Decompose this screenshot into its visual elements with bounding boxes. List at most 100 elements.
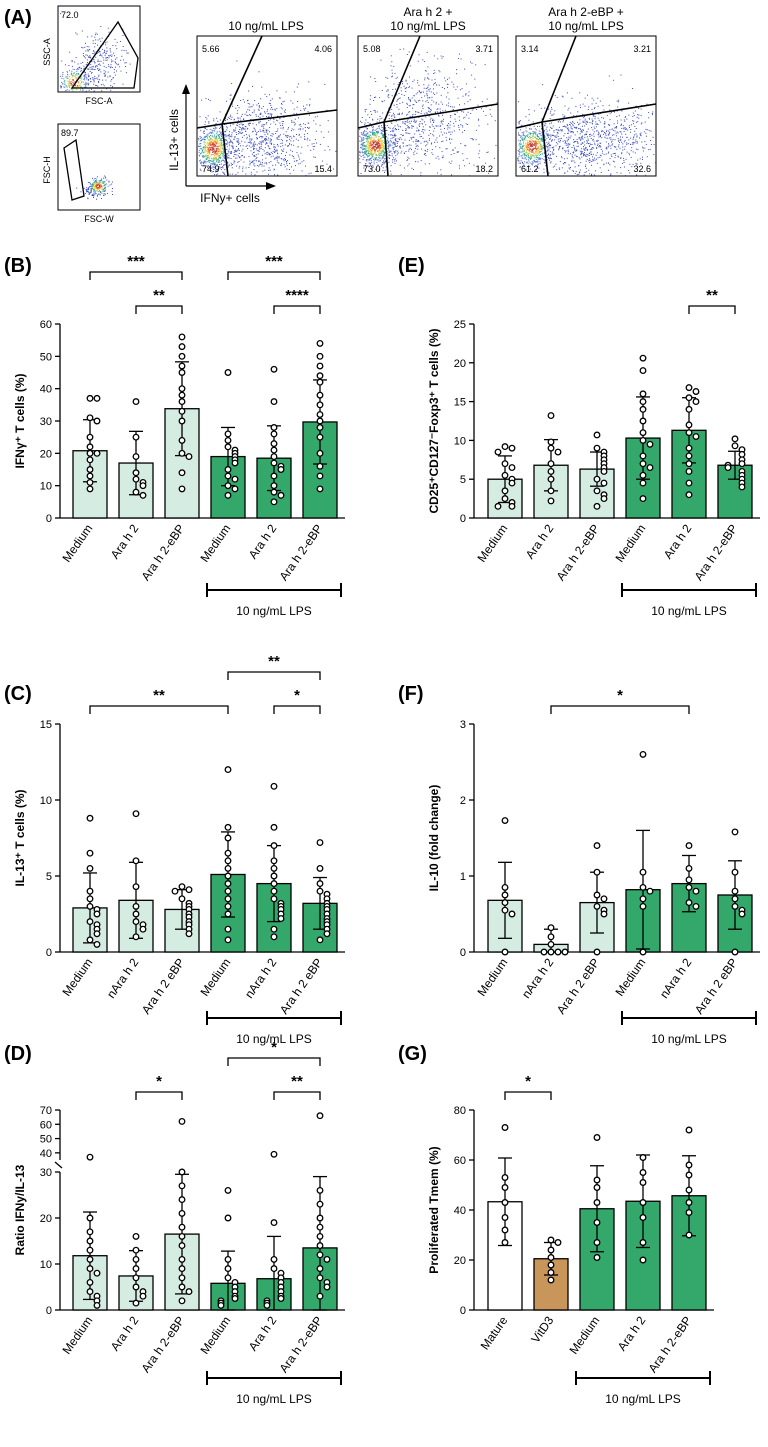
lps-label: 10 ng/mL LPS xyxy=(236,1032,312,1046)
data-point xyxy=(547,467,555,475)
data-point xyxy=(316,1251,324,1259)
data-point xyxy=(685,444,693,452)
gate2-ylabel: FSC-H xyxy=(42,156,52,184)
data-point xyxy=(685,1161,693,1169)
data-point xyxy=(639,417,647,425)
data-point xyxy=(685,899,693,907)
significance-bracket xyxy=(135,305,183,314)
data-point xyxy=(316,864,324,872)
data-point xyxy=(132,1255,140,1263)
data-point xyxy=(554,1239,562,1246)
data-point xyxy=(224,823,232,831)
data-point xyxy=(639,405,647,413)
data-point xyxy=(270,1150,278,1158)
ifny-axis-label: IFNy+ cells xyxy=(200,191,260,205)
data-point xyxy=(86,1214,94,1222)
panel-label-e: (E) xyxy=(398,255,425,277)
data-point xyxy=(277,491,285,499)
y-tick-label: 25 xyxy=(454,319,466,331)
data-point xyxy=(639,354,647,362)
data-point xyxy=(692,433,700,440)
y-axis-label: Proliferated Tmem (%) xyxy=(427,1146,441,1273)
data-point xyxy=(178,417,186,425)
data-point xyxy=(224,849,232,857)
category-label: Mature xyxy=(478,1313,511,1352)
data-point xyxy=(316,1242,324,1250)
category-label: nAra h 2 xyxy=(242,955,280,1000)
data-point xyxy=(593,1219,601,1226)
data-point xyxy=(639,1239,647,1246)
data-point xyxy=(639,390,647,398)
data-point xyxy=(593,444,601,452)
data-point xyxy=(224,1186,232,1194)
data-point xyxy=(494,448,502,456)
data-point xyxy=(316,936,324,944)
y-tick-label: 60 xyxy=(454,1155,466,1167)
data-point xyxy=(270,446,278,454)
panel-label-c: (C) xyxy=(4,683,32,705)
y-tick-label: 0 xyxy=(46,947,52,959)
q1-lr: 15.4 xyxy=(314,164,332,174)
significance-stars: ** xyxy=(153,287,165,304)
data-point xyxy=(639,883,647,891)
data-point xyxy=(731,868,739,876)
data-point xyxy=(639,902,647,910)
q3-ul: 3.14 xyxy=(521,44,539,54)
y-tick-label: 1 xyxy=(460,871,466,883)
data-point xyxy=(685,864,693,872)
significance-stars: ** xyxy=(268,653,280,670)
data-point xyxy=(185,453,193,461)
data-point xyxy=(139,491,147,499)
y-tick-label: 50 xyxy=(40,1134,52,1146)
data-point xyxy=(132,475,140,483)
panel-label-b: (B) xyxy=(4,255,32,277)
q2-ll: 73.0 xyxy=(363,164,381,174)
data-point xyxy=(316,449,324,457)
data-point xyxy=(86,414,94,422)
category-label: Medium xyxy=(60,522,96,565)
data-point xyxy=(316,1214,324,1222)
data-point xyxy=(639,479,647,487)
data-point xyxy=(277,466,285,473)
quadrant-plot-2: Ara h 2 + 10 ng/mL LPS 5.08 3.71 73.0 18… xyxy=(357,5,499,177)
category-label: Medium xyxy=(613,522,649,565)
data-point xyxy=(185,1288,193,1296)
data-point xyxy=(547,475,555,483)
scatter-density-2 xyxy=(76,175,113,200)
data-point xyxy=(224,872,232,880)
data-point xyxy=(86,1153,94,1161)
y-tick-label: 0 xyxy=(460,1305,466,1317)
q3-ll: 61.2 xyxy=(521,164,539,174)
data-point xyxy=(316,1265,324,1273)
y-tick-label: 15 xyxy=(454,397,466,409)
y-axis-label: IL-10 (fold change) xyxy=(427,785,441,892)
data-point xyxy=(178,385,186,393)
data-point xyxy=(178,362,186,370)
y-tick-label: 80 xyxy=(454,1105,466,1117)
y-tick-label: 70 xyxy=(40,1105,52,1117)
data-point xyxy=(93,940,101,948)
data-point xyxy=(270,887,278,895)
data-point xyxy=(185,886,193,894)
gate1-ylabel: SSC-A xyxy=(42,38,52,66)
data-point xyxy=(547,438,555,446)
data-point xyxy=(132,883,140,891)
data-point xyxy=(508,479,516,487)
significance-stars: ** xyxy=(153,687,165,704)
data-point xyxy=(86,864,94,872)
significance-stars: *** xyxy=(265,253,283,270)
quadrant-plot-1: 10 ng/mL LPS 5.66 4.06 74.9 15.4 xyxy=(196,19,338,177)
data-point xyxy=(561,948,569,956)
data-point xyxy=(270,857,278,865)
data-point xyxy=(270,365,278,373)
data-point xyxy=(178,436,186,444)
data-point xyxy=(86,1265,94,1273)
q2-lr: 18.2 xyxy=(475,164,493,174)
data-point xyxy=(685,429,693,437)
data-point xyxy=(593,431,601,439)
data-point xyxy=(685,1231,693,1239)
gate-plot-2: 89.7 FSC-H FSC-W xyxy=(42,123,141,224)
data-point xyxy=(270,453,278,461)
data-point xyxy=(639,1214,647,1221)
data-point xyxy=(547,1254,555,1261)
